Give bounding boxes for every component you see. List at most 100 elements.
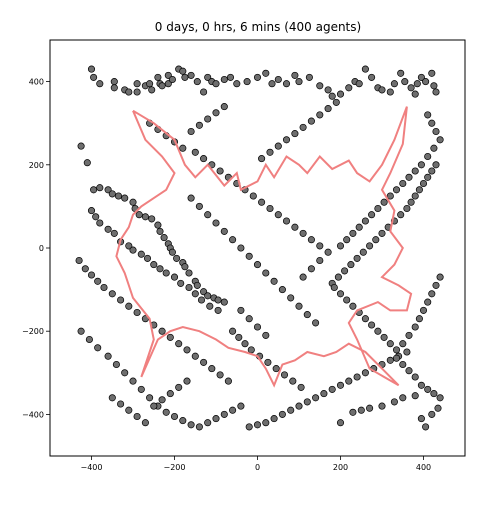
agent-point (195, 202, 203, 210)
agent-point (212, 219, 220, 227)
agent-point (245, 252, 253, 260)
agent-point (175, 340, 183, 348)
agent-point (164, 80, 172, 88)
agent-point (96, 219, 104, 227)
y-tick-label: 200 (29, 161, 44, 170)
agent-point (386, 340, 394, 348)
agent-point (224, 377, 232, 385)
agent-point (390, 80, 398, 88)
agent-point (392, 186, 401, 194)
agent-point (428, 410, 436, 418)
agent-point (212, 415, 220, 423)
agent-point (133, 412, 141, 421)
agent-point (104, 186, 112, 194)
agent-point (191, 148, 199, 156)
agent-point (411, 192, 419, 200)
agent-point (200, 155, 208, 163)
agent-point (146, 394, 154, 402)
agent-point (316, 256, 324, 265)
agent-point (233, 80, 241, 88)
agent-point (419, 306, 428, 314)
agent-point (289, 377, 297, 385)
agent-point (355, 80, 363, 88)
agent-point (229, 406, 237, 414)
agent-point (114, 192, 123, 200)
agent-point (154, 221, 162, 229)
agent-point (258, 198, 266, 206)
agent-point (216, 167, 224, 175)
agent-point (407, 198, 415, 206)
agent-point (328, 385, 336, 393)
agent-point (324, 105, 332, 113)
agent-point (422, 78, 430, 86)
agent-point (341, 267, 349, 275)
agent-point (183, 377, 191, 385)
y-tick-label: −200 (22, 327, 44, 336)
agent-point (133, 80, 141, 88)
agent-point (133, 88, 141, 96)
agent-point (411, 323, 419, 331)
agent-point (295, 302, 303, 310)
agent-point (100, 283, 108, 292)
agent-point (179, 417, 187, 425)
agent-point (343, 296, 351, 304)
agent-point (177, 279, 185, 287)
agent-point (266, 148, 274, 156)
agent-point (336, 90, 345, 98)
agent-point (291, 130, 299, 138)
agent-point (187, 194, 195, 202)
agent-point (204, 292, 212, 300)
agent-point (185, 269, 193, 277)
agent-point (278, 410, 286, 418)
agent-point (229, 236, 237, 244)
agent-point (226, 73, 235, 81)
agent-point (430, 144, 438, 152)
agent-point (262, 269, 270, 277)
agent-point (374, 204, 382, 213)
agent-point (417, 161, 425, 169)
agent-point (349, 302, 357, 310)
agent-point (343, 236, 351, 244)
agent-point (403, 204, 411, 213)
agent-point (424, 173, 432, 181)
agent-point (297, 383, 305, 391)
agent-point (316, 242, 324, 250)
agent-point (287, 406, 295, 414)
agent-point (87, 65, 96, 73)
agent-point (137, 250, 145, 258)
agent-point (204, 115, 212, 123)
agent-point (436, 273, 444, 281)
agent-point (133, 308, 141, 317)
agent-point (253, 421, 262, 429)
agent-point (374, 327, 382, 335)
agent-point (108, 290, 116, 298)
agent-point (272, 365, 280, 373)
agent-point (262, 331, 270, 339)
agent-point (430, 82, 438, 90)
agent-point (110, 229, 118, 237)
agent-point (307, 236, 315, 244)
agent-point (121, 369, 129, 377)
agent-point (77, 327, 85, 335)
x-tick-label: 400 (416, 463, 431, 472)
agent-point (357, 406, 365, 414)
agent-point (405, 173, 413, 181)
agent-point (295, 402, 303, 410)
agent-point (85, 335, 93, 344)
agent-point (330, 283, 338, 292)
x-tick-label: 0 (255, 463, 260, 472)
agent-point (274, 75, 282, 84)
agent-point (434, 404, 442, 412)
agent-point (193, 281, 201, 289)
agent-point (312, 319, 320, 327)
agent-point (336, 290, 345, 298)
agent-point (243, 78, 251, 86)
boundary-layer (115, 106, 413, 388)
agent-point (274, 211, 282, 219)
agent-point (405, 331, 413, 339)
agent-point (424, 152, 432, 161)
agent-point (87, 207, 96, 215)
agent-point (347, 261, 355, 269)
agent-point (417, 73, 425, 81)
agent-point (378, 86, 386, 94)
